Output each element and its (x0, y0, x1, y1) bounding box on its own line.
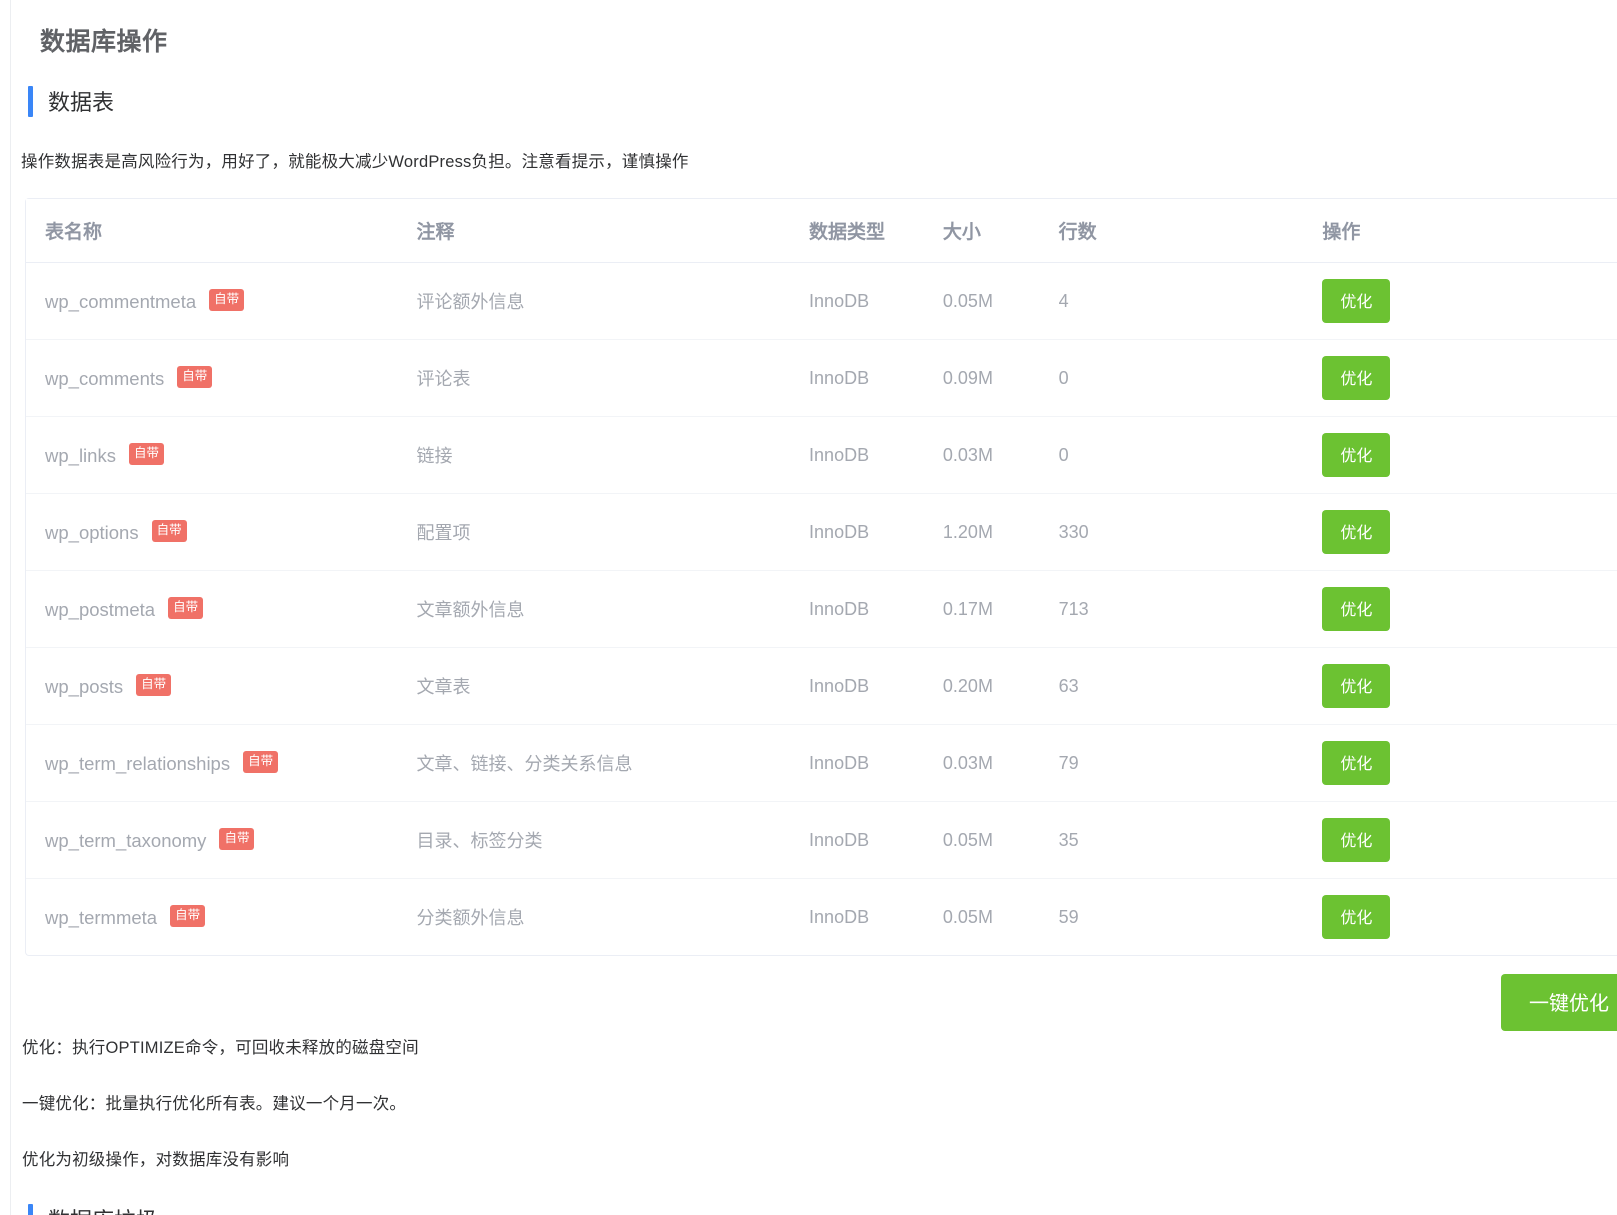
table-size: 0.20M (942, 647, 1059, 725)
table-size: 0.05M (942, 801, 1059, 879)
section-accent-bar (28, 85, 33, 117)
optimize-button[interactable]: 优化 (1322, 895, 1391, 939)
table-row-count: 63 (1058, 647, 1323, 725)
table-header-row: 表名称 注释 数据类型 大小 行数 操作 (26, 199, 1617, 263)
table-comment: 配置项 (416, 493, 810, 571)
note-bulk-optimize: 一键优化：批量执行优化所有表。建议一个月一次。 (22, 1095, 407, 1113)
builtin-badge: 自带 (151, 520, 187, 542)
optimize-button[interactable]: 优化 (1322, 664, 1391, 708)
table-comment: 文章表 (416, 647, 810, 725)
table-name: wp_commentmeta (45, 290, 197, 312)
table-row: wp_commentmeta 自带 评论额外信息 InnoDB 0.05M 4 … (26, 262, 1617, 340)
table-data-type: InnoDB (809, 647, 943, 725)
builtin-badge: 自带 (168, 597, 204, 619)
note-optimize: 优化：执行OPTIMIZE命令，可回收未释放的磁盘空间 (22, 1039, 419, 1057)
bulk-action-row: 一键优化 (25, 956, 1617, 1034)
builtin-badge: 自带 (243, 751, 279, 773)
th-table-name: 表名称 (26, 199, 417, 263)
table-row-count: 713 (1058, 570, 1323, 648)
optimize-button[interactable]: 优化 (1322, 279, 1391, 323)
page-content: 数据库操作 数据表 操作数据表是高风险行为，用好了，就能极大减少WordPres… (11, 0, 1617, 1215)
th-row-count: 行数 (1058, 199, 1323, 263)
page-container-rule (10, 0, 11, 1215)
table-row-count: 330 (1058, 493, 1323, 571)
optimize-button[interactable]: 优化 (1322, 818, 1391, 862)
optimize-button[interactable]: 优化 (1322, 587, 1391, 631)
table-comment: 分类额外信息 (416, 908, 525, 928)
section-header-junk: 数据库垃圾 (28, 1202, 1617, 1215)
table-row: wp_posts 自带 文章表 InnoDB 0.20M 63 优化 (26, 647, 1617, 725)
page-title: 数据库操作 (40, 28, 168, 56)
table-name: wp_options (45, 521, 139, 543)
table-comment: 链接 (416, 416, 810, 494)
table-row-count: 0 (1058, 416, 1323, 494)
table-data-type: InnoDB (809, 339, 943, 417)
table-data-type: InnoDB (809, 262, 943, 340)
section-title-junk: 数据库垃圾 (48, 1203, 158, 1215)
table-comment: 文章额外信息 (416, 570, 810, 648)
th-size: 大小 (942, 199, 1059, 263)
builtin-badge: 自带 (170, 905, 206, 927)
table-size: 0.05M (942, 906, 993, 927)
table-row-count: 4 (1058, 262, 1323, 340)
table-comment: 目录、标签分类 (416, 801, 810, 879)
table-data-type: InnoDB (809, 906, 870, 927)
table-size: 0.05M (942, 262, 1059, 340)
table-size: 1.20M (942, 493, 1059, 571)
section-title-tables: 数据表 (48, 90, 115, 115)
table-name: wp_termmeta (45, 906, 158, 928)
builtin-badge: 自带 (136, 674, 172, 696)
table-comment: 评论额外信息 (416, 262, 810, 340)
optimize-button[interactable]: 优化 (1322, 433, 1391, 477)
table-size: 0.03M (942, 724, 1059, 802)
database-tables-table: 表名称 注释 数据类型 大小 行数 操作 wp_commentmeta 自带 (26, 199, 1617, 955)
th-actions: 操作 (1322, 199, 1617, 263)
table-row-count: 59 (1058, 906, 1079, 927)
th-comment: 注释 (416, 199, 810, 263)
table-comment: 文章、链接、分类关系信息 (416, 724, 810, 802)
table-row-count: 0 (1058, 339, 1323, 417)
table-name: wp_term_taxonomy (45, 829, 207, 851)
th-data-type: 数据类型 (809, 199, 943, 263)
table-data-type: InnoDB (809, 493, 943, 571)
table-row: wp_term_relationships 自带 文章、链接、分类关系信息 In… (26, 724, 1617, 802)
table-name: wp_term_relationships (45, 752, 231, 774)
table-size: 0.17M (942, 570, 1059, 648)
tables-card: 表名称 注释 数据类型 大小 行数 操作 wp_commentmeta 自带 (25, 198, 1617, 956)
optimize-button[interactable]: 优化 (1322, 741, 1391, 785)
table-size: 0.09M (942, 339, 1059, 417)
table-name: wp_postmeta (45, 598, 156, 620)
builtin-badge: 自带 (128, 443, 164, 465)
builtin-badge: 自带 (219, 828, 255, 850)
optimize-button[interactable]: 优化 (1322, 356, 1391, 400)
table-row: wp_comments 自带 评论表 InnoDB 0.09M 0 优化 (26, 339, 1617, 417)
note-safety: 优化为初级操作，对数据库没有影响 (22, 1151, 290, 1169)
table-name: wp_comments (45, 367, 165, 389)
table-row: wp_options 自带 配置项 InnoDB 1.20M 330 优化 (26, 493, 1617, 571)
bulk-optimize-button[interactable]: 一键优化 (1501, 974, 1617, 1031)
builtin-badge: 自带 (209, 289, 245, 311)
table-data-type: InnoDB (809, 570, 943, 648)
table-comment: 评论表 (416, 339, 810, 417)
table-name: wp_posts (45, 675, 124, 697)
table-data-type: InnoDB (809, 801, 943, 879)
table-name: wp_links (45, 444, 116, 466)
table-data-type: InnoDB (809, 724, 943, 802)
table-row: wp_termmeta 自带 分类额外信息 InnoDB 0.05M 59 优化 (26, 879, 1617, 956)
section-accent-bar (28, 1203, 33, 1215)
table-row-count: 79 (1058, 724, 1323, 802)
builtin-badge: 自带 (177, 366, 213, 388)
table-row-count: 35 (1058, 801, 1323, 879)
section-header-tables: 数据表 (28, 84, 1617, 118)
table-size: 0.03M (942, 416, 1059, 494)
tables-intro-text: 操作数据表是高风险行为，用好了，就能极大减少WordPress负担。注意看提示，… (21, 153, 689, 171)
table-data-type: InnoDB (809, 416, 943, 494)
tables-notes: 优化：执行OPTIMIZE命令，可回收未释放的磁盘空间 一键优化：批量执行优化所… (22, 1034, 1617, 1170)
table-row: wp_postmeta 自带 文章额外信息 InnoDB 0.17M 713 优… (26, 570, 1617, 648)
table-row: wp_term_taxonomy 自带 目录、标签分类 InnoDB 0.05M… (26, 801, 1617, 879)
optimize-button[interactable]: 优化 (1322, 510, 1391, 554)
table-row: wp_links 自带 链接 InnoDB 0.03M 0 优化 (26, 416, 1617, 494)
